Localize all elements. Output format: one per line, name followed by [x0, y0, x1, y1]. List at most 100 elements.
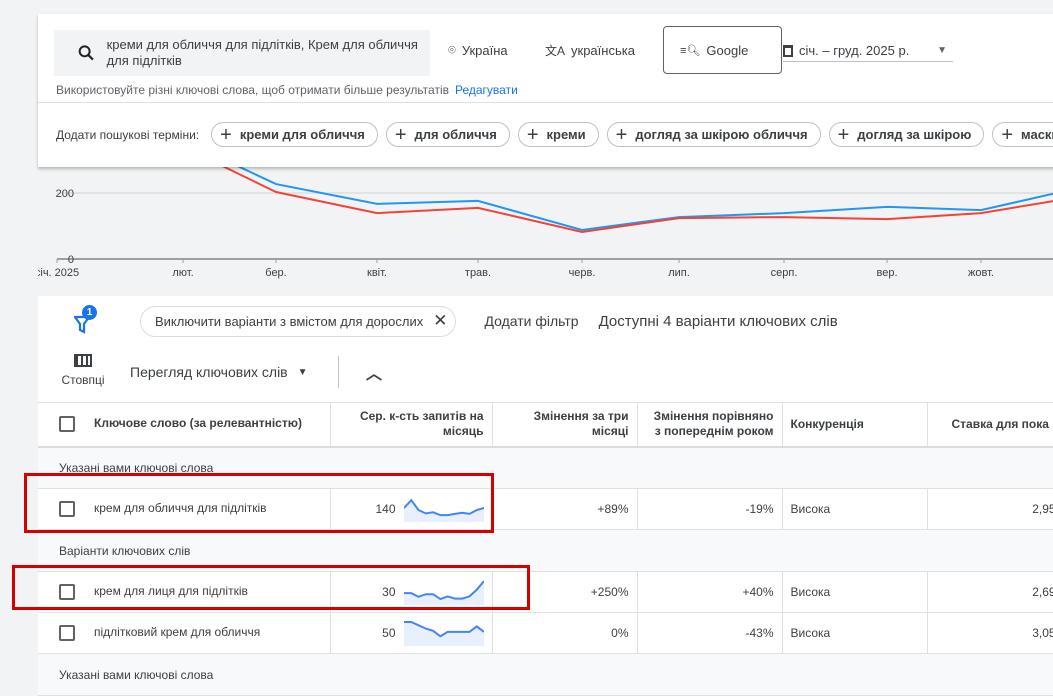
keyword-search-input[interactable]: креми для обличчя для підлітків, Крем дл… — [54, 30, 430, 76]
top-bid-value: 2,69 гр — [927, 572, 1053, 613]
keyword-table: Ключове слово (за релевантністю) Сер. к-… — [38, 402, 1053, 696]
location-selector[interactable]: ⌾ Україна — [448, 42, 508, 58]
keyword-text: підлітковий крем для обличчя — [94, 625, 260, 639]
divider — [38, 102, 1053, 103]
keyword-cell: підлітковий крем для обличчя — [38, 613, 330, 654]
add-filter-button[interactable]: Додати фільтр — [484, 313, 578, 329]
three-month-change: 0% — [492, 613, 637, 654]
trend-sparkline — [404, 620, 484, 646]
filter-count-badge: 1 — [82, 305, 97, 320]
three-month-change: +89% — [492, 489, 637, 530]
group-label: Указані вами ключові слова — [38, 654, 1053, 696]
term-label: для обличчя — [415, 127, 497, 142]
top-bid-value: 3,05 гр — [927, 613, 1053, 654]
translate-icon: 文A — [545, 42, 565, 59]
location-label: Україна — [462, 43, 508, 58]
search-panel: креми для обличчя для підлітків, Крем дл… — [38, 14, 1053, 167]
competition-value: Висока — [782, 489, 927, 530]
competition-value: Висока — [782, 613, 927, 654]
filter-chip-label: Виключити варіанти з вмістом для доросли… — [155, 314, 423, 329]
search-network-selector[interactable]: ≡🔍︎ Google — [663, 26, 782, 74]
header-competition[interactable]: Конкуренція — [782, 403, 927, 447]
highlight-box — [12, 565, 530, 610]
y-tick-label: 0 — [68, 254, 74, 266]
location-pin-icon: ⌾ — [448, 42, 456, 58]
term-chip[interactable]: + креми для обличчя — [211, 122, 378, 147]
header-label: Ключове слово (за релевантністю) — [94, 416, 302, 430]
term-label: креми для обличчя — [240, 127, 365, 142]
term-chip[interactable]: + для обличчя — [386, 122, 510, 147]
language-label: українська — [571, 43, 635, 58]
yoy-change: -43% — [637, 613, 782, 654]
y-tick-label: 200 — [56, 188, 74, 200]
add-search-terms: Додати пошукові терміни: +креми для обли… — [56, 122, 1053, 147]
competition-value: Висока — [782, 572, 927, 613]
header-yoy-change[interactable]: Змінення порівняно з попереднім роком — [637, 403, 782, 447]
term-chip[interactable]: + креми — [518, 122, 599, 147]
plus-icon: + — [838, 125, 850, 145]
yoy-change: -19% — [637, 489, 782, 530]
select-all-checkbox[interactable] — [59, 416, 75, 432]
x-tick-label: лют. — [172, 267, 193, 279]
top-bid-value: 2,95 гр — [927, 489, 1053, 530]
table-header: Ключове слово (за релевантністю) Сер. к-… — [38, 403, 1053, 447]
x-tick-label: серп. — [771, 267, 798, 279]
dropdown-arrow-icon: ▼ — [937, 45, 947, 56]
row-checkbox[interactable] — [59, 625, 75, 641]
x-tick-label: лип. — [668, 267, 690, 279]
dropdown-arrow-icon: ▼ — [298, 364, 308, 382]
close-icon[interactable]: ✕ — [433, 311, 447, 331]
search-query: креми для обличчя для підлітків, Крем дл… — [107, 37, 430, 69]
view-label: Перегляд ключових слів — [130, 364, 288, 382]
divider — [338, 356, 339, 388]
date-range-label: січ. – груд. 2025 р. — [799, 43, 909, 58]
highlight-box — [24, 473, 494, 533]
table-row: підлітковий крем для обличчя 50 0% -43% … — [38, 613, 1053, 654]
columns-icon — [74, 354, 92, 367]
calendar-icon — [783, 45, 793, 57]
x-tick-label: січ. 2025 — [38, 267, 79, 279]
term-label: маски — [1021, 127, 1053, 142]
plus-icon: + — [1001, 125, 1013, 145]
collapse-chevron-up-icon[interactable]: ︿ — [366, 360, 382, 384]
x-tick-label: вер. — [876, 267, 897, 279]
plus-icon: + — [527, 125, 539, 145]
term-chip[interactable]: + догляд за шкірою обличчя — [607, 122, 821, 147]
columns-label: Стовпці — [56, 373, 110, 387]
language-selector[interactable]: 文A українська — [545, 42, 635, 59]
filter-bar: 1 Виключити варіанти з вмістом для дорос… — [38, 296, 1053, 346]
plus-icon: + — [395, 125, 407, 145]
x-tick-label: трав. — [465, 267, 491, 279]
term-chip[interactable]: + маски — [992, 122, 1053, 147]
search-icon — [78, 43, 95, 63]
hint-text: Використовуйте різні ключові слова, щоб … — [56, 83, 449, 97]
term-label: догляд за шкірою обличчя — [635, 127, 807, 142]
header-avg-searches[interactable]: Сер. к-сть запитів на місяць — [330, 403, 492, 447]
avg-searches-value: 50 — [382, 626, 395, 640]
adult-filter-chip[interactable]: Виключити варіанти з вмістом для доросли… — [140, 306, 456, 337]
header-keyword[interactable]: Ключове слово (за релевантністю) — [38, 403, 330, 447]
series-line-0 — [57, 167, 1053, 230]
x-tick-label: бер. — [265, 267, 286, 279]
x-tick-label: жовт. — [968, 267, 994, 279]
term-chip[interactable]: + догляд за шкірою — [829, 122, 985, 147]
term-label: догляд за шкірою — [857, 127, 971, 142]
plus-icon: + — [616, 125, 628, 145]
available-variants-count: Доступні 4 варіанти ключових слів — [599, 313, 838, 330]
search-network-icon: ≡🔍︎ — [680, 44, 700, 57]
search-hint: Використовуйте різні ключові слова, щоб … — [56, 83, 518, 97]
header-top-bid[interactable]: Ставка для пока вгорі сторінки (мін — [927, 403, 1053, 447]
columns-button[interactable]: Стовпці — [56, 354, 110, 387]
term-label: креми — [547, 127, 586, 142]
yoy-change: +40% — [637, 572, 782, 613]
engine-label: Google — [706, 43, 748, 58]
edit-link[interactable]: Редагувати — [455, 83, 518, 97]
keyword-view-dropdown[interactable]: Перегляд ключових слів ▼ — [130, 364, 308, 382]
date-range-selector[interactable]: січ. – груд. 2025 р. ▼ — [783, 40, 953, 62]
table-toolbar: Стовпці Перегляд ключових слів ▼ ︿ — [38, 348, 1053, 400]
x-tick-label: квіт. — [367, 267, 387, 279]
plus-icon: + — [220, 125, 232, 145]
avg-searches-cell: 50 — [330, 613, 492, 654]
header-three-month-change[interactable]: Змінення за три місяці — [492, 403, 637, 447]
filter-button[interactable]: 1 — [74, 309, 96, 333]
